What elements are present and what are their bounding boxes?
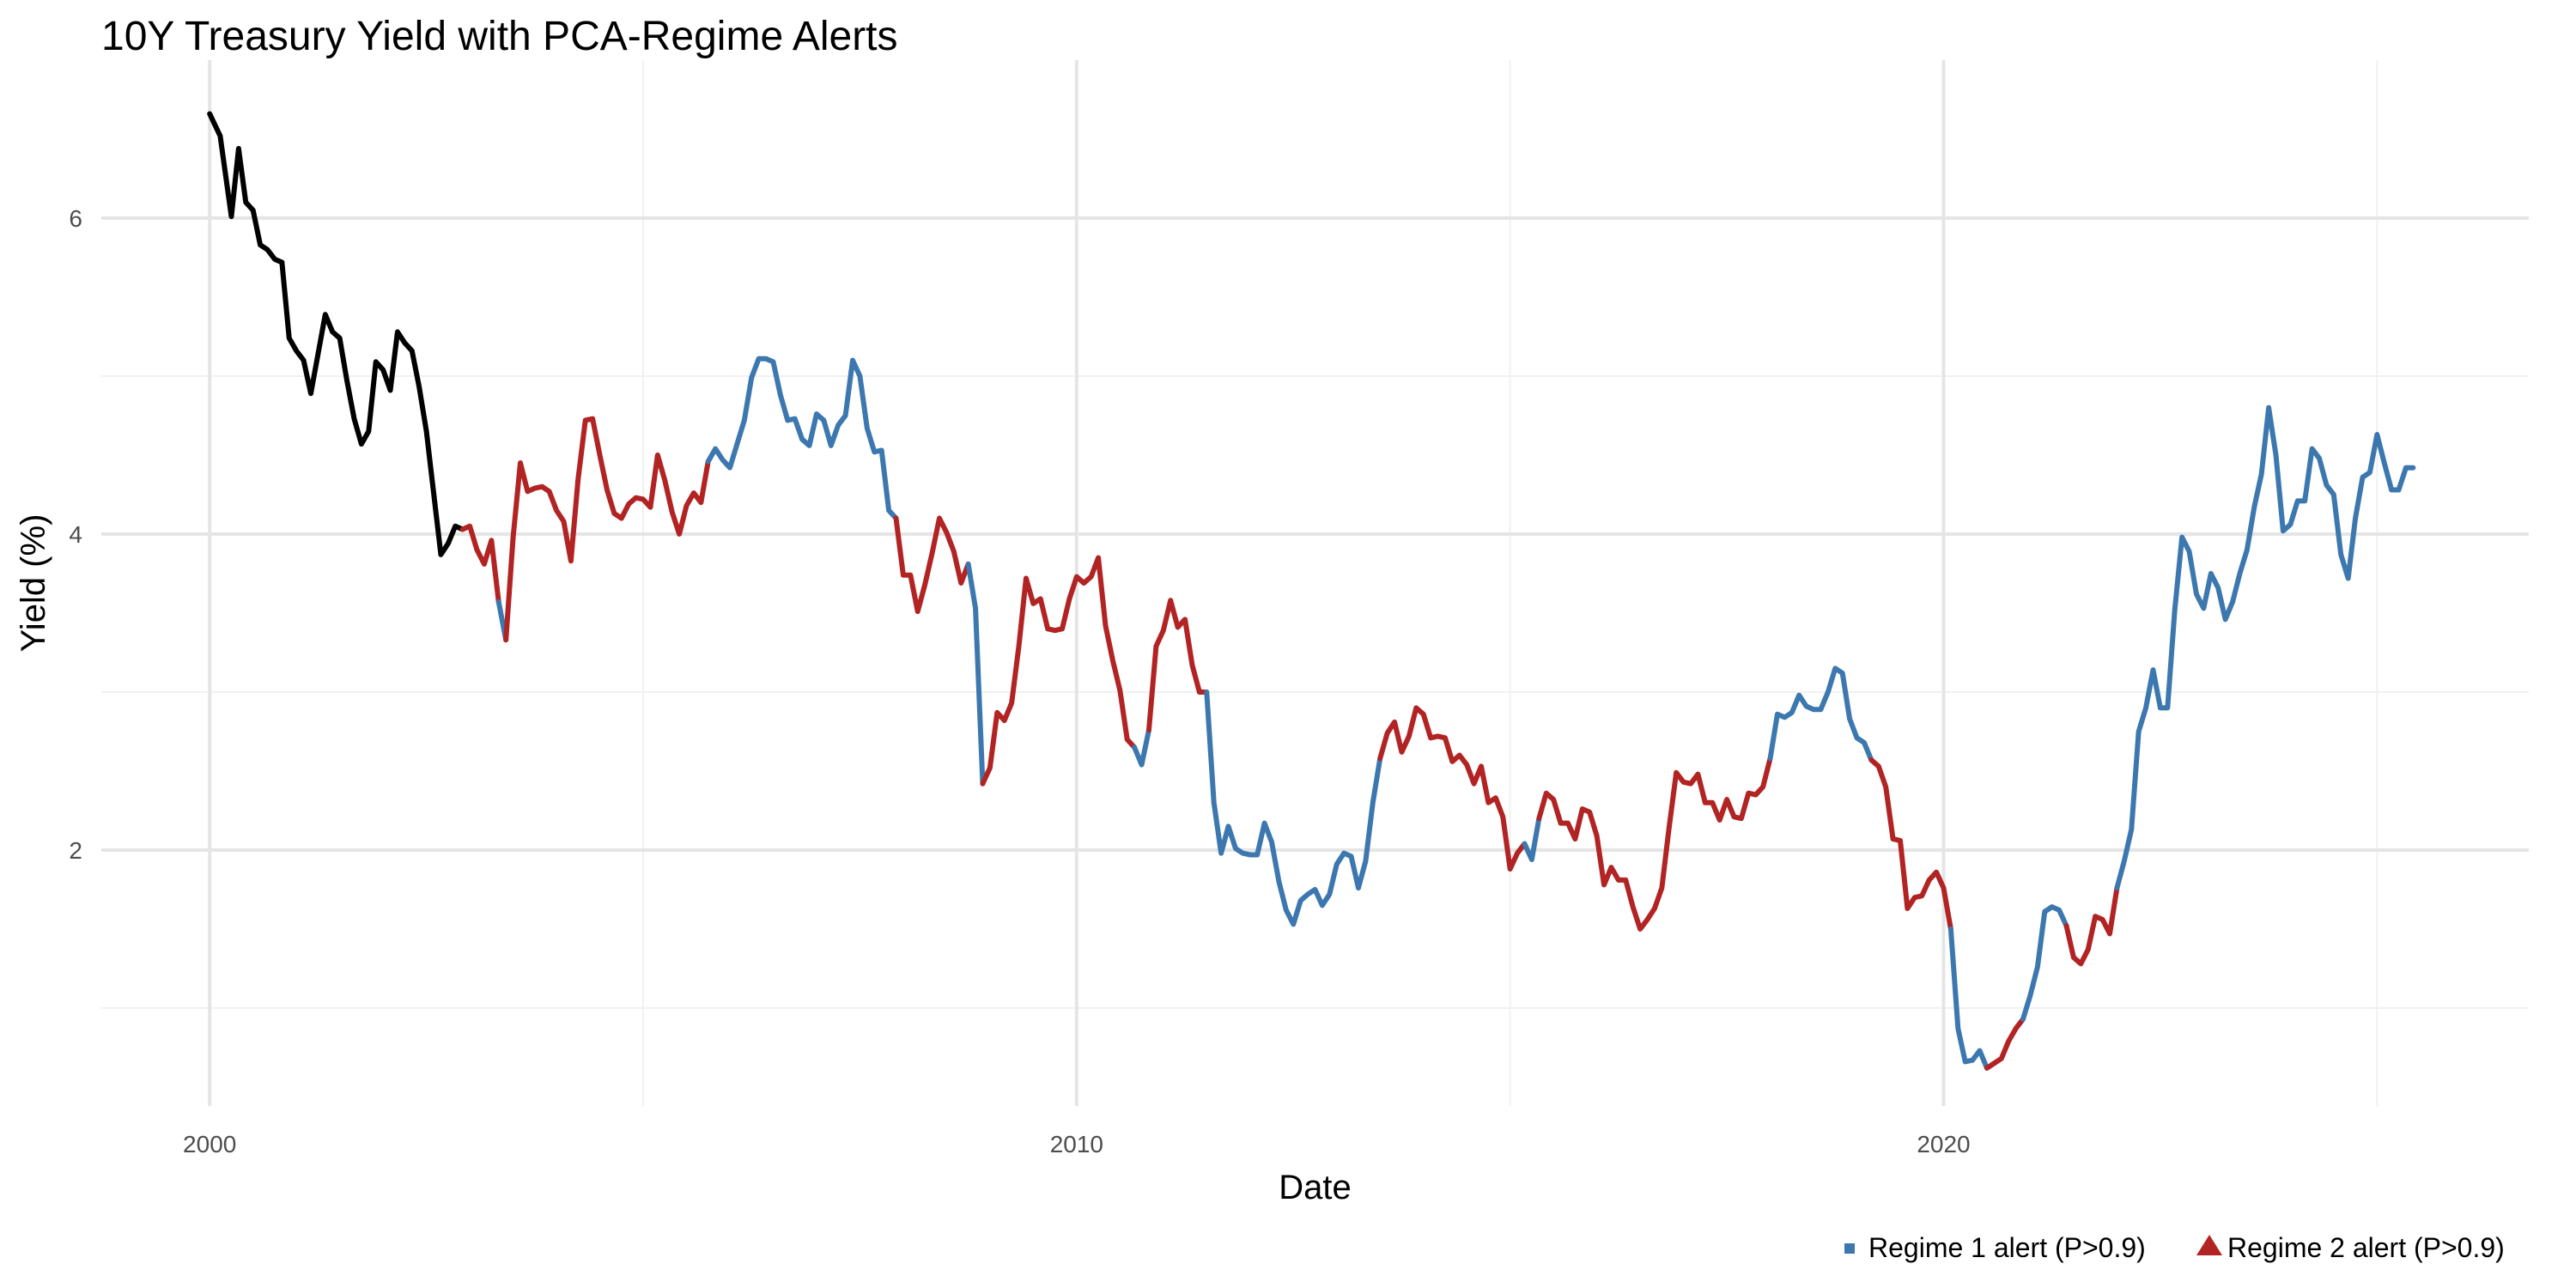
legend-label: Regime 1 alert (P>0.9) <box>1868 1232 2146 1263</box>
legend-triangle-marker <box>2196 1235 2222 1255</box>
series-line-regime-2-11 <box>1377 705 1528 872</box>
series-line-regime-1-4 <box>705 355 899 521</box>
series-line-regime-2-3 <box>503 416 711 643</box>
y-tick-label: 4 <box>69 521 82 548</box>
series-line-regime-2-7 <box>980 555 1138 787</box>
series-line-regime-1-16 <box>1947 926 1990 1071</box>
series-layer <box>207 111 2416 1071</box>
series-line-regime-2-9 <box>1145 598 1210 733</box>
legend: Regime 1 alert (P>0.9) Regime 2 alert (P>… <box>1844 1232 2505 1263</box>
grid-layer <box>101 60 2529 1106</box>
series-line-regime-1-10 <box>1204 689 1383 927</box>
y-tick-label: 2 <box>69 837 82 864</box>
x-tick-label: 2020 <box>1917 1131 1970 1157</box>
series-line-regime-2-17 <box>1984 1016 2026 1071</box>
series-line-baseline-0 <box>207 111 465 557</box>
x-tick-label: 2000 <box>183 1131 236 1157</box>
series-line-regime-1-6 <box>965 561 986 787</box>
legend-item-2: Regime 2 alert (P>0.9) <box>2196 1232 2505 1263</box>
series-line-regime-1-12 <box>1522 816 1542 862</box>
series-line-regime-1-14 <box>1767 665 1874 763</box>
series-line-regime-1-18 <box>2020 904 2069 1022</box>
series-line-regime-2-5 <box>893 515 971 615</box>
series-line-regime-2-15 <box>1868 757 1953 932</box>
series-line-regime-1-8 <box>1132 727 1151 768</box>
series-line-regime-2-1 <box>459 523 501 605</box>
x-axis-label: Date <box>1279 1169 1352 1206</box>
series-line-regime-2-19 <box>2063 885 2120 967</box>
y-axis-label: Yield (%) <box>15 514 52 653</box>
legend-square-marker <box>1844 1243 1855 1254</box>
chart-title: 10Y Treasury Yield with PCA-Regime Alert… <box>101 14 898 59</box>
series-line-regime-2-13 <box>1536 756 1773 932</box>
x-tick-label: 2010 <box>1050 1131 1103 1157</box>
y-tick-label: 6 <box>69 205 82 232</box>
series-line-regime-1-20 <box>2114 404 2416 891</box>
axes-layer: 2000 2010 2020 2 4 6 <box>69 205 1970 1157</box>
legend-label: Regime 2 alert (P>0.9) <box>2227 1232 2505 1263</box>
legend-item-1: Regime 1 alert (P>0.9) <box>1844 1232 2146 1263</box>
